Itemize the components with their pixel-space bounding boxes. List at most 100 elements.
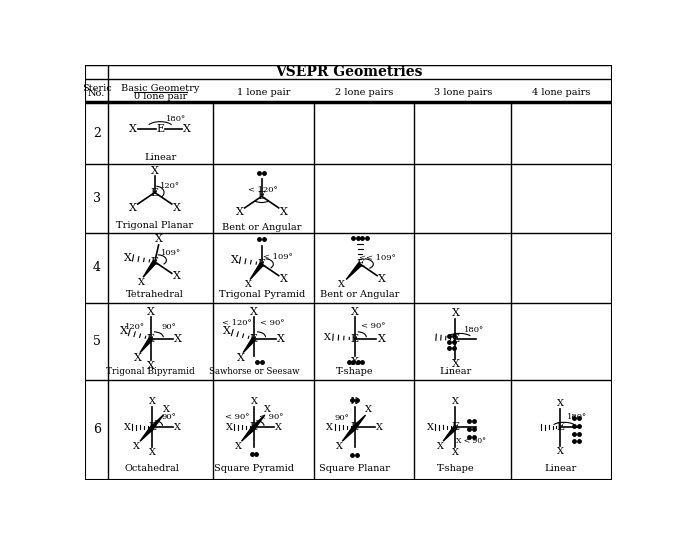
Text: < 90°: < 90° [260, 320, 285, 327]
Polygon shape [151, 415, 163, 429]
Text: 90°: 90° [161, 413, 176, 421]
Text: X: X [279, 274, 288, 284]
Text: E: E [151, 188, 159, 197]
Text: No.: No. [88, 89, 105, 99]
Text: < 109°: < 109° [263, 253, 293, 261]
Text: X: X [275, 423, 282, 432]
Text: Sawhorse or Seesaw: Sawhorse or Seesaw [209, 367, 299, 376]
Text: E: E [351, 423, 359, 432]
Text: Trigonal Pyramid: Trigonal Pyramid [218, 289, 305, 299]
Text: 2 lone pairs: 2 lone pairs [335, 88, 393, 97]
Text: E: E [156, 125, 165, 134]
Text: E: E [556, 423, 564, 432]
Text: X: X [147, 307, 155, 317]
Text: 90°: 90° [335, 414, 350, 422]
Text: X: X [237, 353, 245, 363]
Text: Trigonal Bipyramid: Trigonal Bipyramid [107, 367, 195, 376]
Text: X: X [437, 442, 443, 451]
Text: E: E [258, 259, 266, 269]
Text: X: X [338, 280, 345, 289]
Text: X: X [326, 423, 333, 432]
Polygon shape [140, 426, 154, 441]
Text: X: X [336, 442, 343, 451]
Text: X: X [129, 125, 137, 134]
Polygon shape [346, 263, 362, 280]
Polygon shape [443, 426, 457, 441]
Text: X: X [149, 397, 156, 406]
Text: Square Planar: Square Planar [320, 465, 390, 473]
Text: X: X [226, 423, 233, 432]
Text: 2: 2 [92, 127, 101, 140]
Text: 3: 3 [92, 192, 101, 205]
Text: Tetrahedral: Tetrahedral [126, 289, 184, 299]
Text: 180°: 180° [567, 413, 588, 421]
Text: E: E [151, 257, 159, 267]
Text: E: E [452, 423, 460, 432]
Text: X: X [151, 166, 158, 176]
Text: 180°: 180° [464, 326, 484, 334]
Text: X: X [452, 308, 460, 319]
Text: X: X [231, 255, 239, 265]
Text: Bent or Angular: Bent or Angular [320, 289, 400, 299]
Text: Trigonal Planar: Trigonal Planar [116, 221, 193, 230]
Text: X: X [250, 397, 258, 406]
Text: Square Pyramid: Square Pyramid [214, 465, 294, 473]
Text: X: X [147, 361, 155, 371]
Text: X: X [134, 353, 141, 363]
Text: E: E [250, 334, 258, 344]
Text: X: X [556, 399, 564, 408]
Text: 180°: 180° [166, 115, 186, 122]
Text: Steric: Steric [82, 84, 112, 93]
Text: X: X [173, 272, 180, 281]
Text: 6: 6 [92, 423, 101, 436]
Text: 90°: 90° [161, 323, 176, 331]
Text: 3 lone pairs: 3 lone pairs [434, 88, 492, 97]
Text: X: X [133, 442, 141, 451]
Text: X: X [120, 326, 128, 336]
Text: X: X [452, 448, 459, 457]
Text: X: X [149, 448, 156, 457]
Text: E: E [148, 423, 156, 432]
Text: < 90°: < 90° [361, 322, 386, 330]
Text: Basic Geometry: Basic Geometry [121, 84, 200, 93]
Text: X: X [163, 405, 170, 414]
Text: 4: 4 [92, 261, 101, 274]
Text: E: E [250, 423, 258, 432]
Polygon shape [243, 337, 256, 353]
Text: 0 lone pair: 0 lone pair [134, 92, 187, 101]
Text: X: X [277, 334, 285, 344]
Text: E: E [258, 191, 266, 202]
Text: X: X [279, 207, 288, 217]
Text: VSEPR Geometries: VSEPR Geometries [275, 65, 422, 79]
Polygon shape [250, 263, 263, 280]
Text: X: X [556, 447, 564, 455]
Text: Linear: Linear [144, 154, 176, 162]
Text: 120°: 120° [125, 323, 146, 331]
Text: X: X [154, 234, 163, 245]
Text: X: X [378, 274, 386, 284]
Text: X: X [324, 333, 331, 342]
Polygon shape [241, 426, 256, 441]
Text: T-shape: T-shape [336, 367, 373, 376]
Text: < 120°: < 120° [248, 186, 278, 194]
Text: < 90°: < 90° [224, 412, 249, 420]
Text: X: X [378, 334, 386, 344]
Text: 5: 5 [92, 335, 101, 348]
Text: X: X [124, 423, 131, 432]
Text: X: X [427, 423, 434, 432]
Text: Octahedral: Octahedral [125, 465, 180, 473]
Text: X: X [452, 397, 459, 406]
Text: E: E [147, 334, 155, 344]
Text: X: X [236, 207, 244, 217]
Text: X: X [174, 334, 182, 344]
Text: X: X [124, 253, 131, 263]
Polygon shape [140, 337, 152, 353]
Text: X: X [223, 326, 231, 336]
Text: X: X [173, 203, 180, 213]
Text: X: X [129, 203, 137, 213]
Text: < 120°: < 120° [222, 320, 252, 327]
Text: X: X [173, 423, 181, 432]
Text: 109°: 109° [161, 248, 181, 257]
Text: X: X [351, 307, 358, 317]
Text: Bent or Angular: Bent or Angular [222, 223, 301, 232]
